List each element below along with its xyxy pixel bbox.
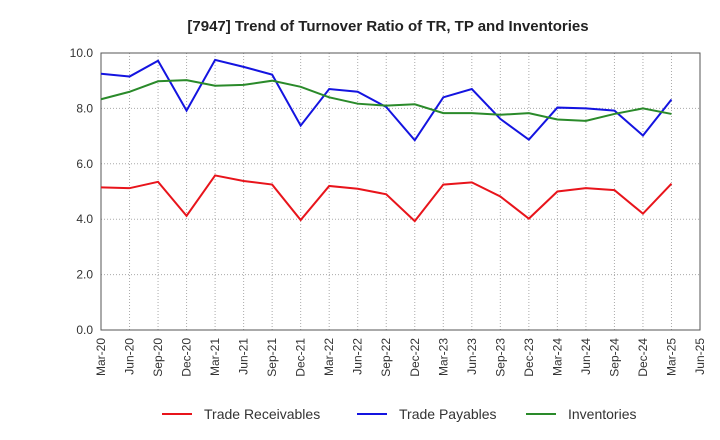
y-tick-label: 6.0 <box>76 157 93 171</box>
x-tick-label: Jun-20 <box>123 338 137 375</box>
series-line-2 <box>100 79 672 122</box>
x-tick-label: Sep-20 <box>151 338 165 377</box>
x-tick-label: Jun-24 <box>579 338 593 375</box>
y-axis: 0.0 2.0 4.0 6.0 8.0 10.0 <box>70 46 94 337</box>
x-tick-label: Mar-20 <box>94 338 108 376</box>
y-tick-label: 8.0 <box>76 101 93 115</box>
x-tick-label: Sep-22 <box>379 338 393 377</box>
x-tick-label: Dec-24 <box>636 338 650 377</box>
legend-label: Inventories <box>568 406 636 422</box>
x-tick-label: Jun-25 <box>693 338 707 375</box>
legend-label: Trade Payables <box>399 406 497 422</box>
chart-title: [7947] Trend of Turnover Ratio of TR, TP… <box>187 18 588 35</box>
x-tick-label: Mar-22 <box>322 338 336 376</box>
y-tick-label: 10.0 <box>70 46 94 60</box>
legend-label: Trade Receivables <box>204 406 320 422</box>
x-tick-label: Dec-21 <box>294 338 308 377</box>
x-tick-label: Dec-22 <box>408 338 422 377</box>
y-tick-label: 2.0 <box>76 268 93 282</box>
x-tick-label: Sep-24 <box>607 338 621 377</box>
x-tick-label: Dec-20 <box>180 338 194 377</box>
y-tick-label: 4.0 <box>76 212 93 226</box>
x-tick-label: Jun-21 <box>237 338 251 375</box>
x-tick-label: Mar-23 <box>436 338 450 376</box>
x-tick-label: Mar-24 <box>550 338 564 376</box>
plot-area <box>101 53 700 330</box>
y-tick-label: 0.0 <box>76 323 93 337</box>
x-tick-label: Jun-23 <box>465 338 479 375</box>
x-tick-label: Dec-23 <box>522 338 536 377</box>
plot-frame <box>100 52 701 331</box>
x-axis: Mar-20 Jun-20 Sep-20 Dec-20 Mar-21 Jun-21 Sep-… <box>94 338 707 377</box>
x-tick-label: Mar-21 <box>208 338 222 376</box>
x-tick-label: Jun-22 <box>351 338 365 375</box>
x-tick-label: Sep-23 <box>493 338 507 377</box>
x-tick-label: Mar-25 <box>664 338 678 376</box>
x-tick-label: Sep-21 <box>265 338 279 377</box>
legend: Trade Receivables Trade Payables Inventori… <box>162 406 636 422</box>
series-group <box>100 58 673 223</box>
series-line-1 <box>100 58 673 142</box>
series-line-0 <box>100 174 673 223</box>
